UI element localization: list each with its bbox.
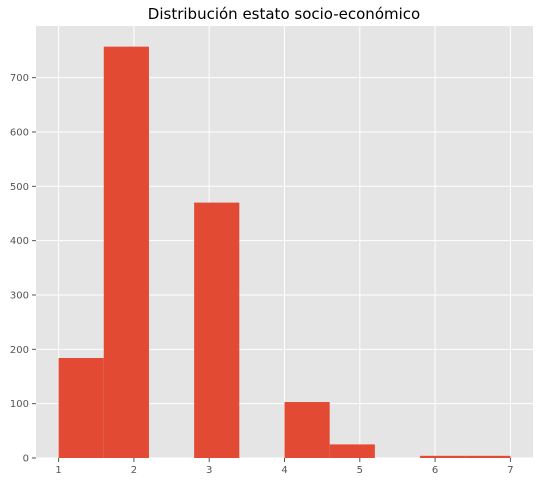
y-axis-ticks: 0 100 200 300 400 500 600 700 — [10, 73, 36, 465]
chart-title: Distribución estato socio-económico — [148, 5, 420, 23]
y-tick-label: 200 — [10, 345, 29, 356]
y-tick-label: 0 — [23, 454, 29, 465]
x-tick-label: 7 — [507, 465, 513, 476]
histogram-bar — [465, 455, 511, 458]
histogram-bar — [420, 455, 466, 458]
x-tick-label: 6 — [432, 465, 438, 476]
y-tick-label: 700 — [10, 73, 29, 84]
x-tick-label: 4 — [281, 465, 287, 476]
y-tick-label: 600 — [10, 127, 29, 138]
y-tick-label: 400 — [10, 236, 29, 247]
histogram-bar — [194, 202, 240, 458]
x-tick-label: 2 — [131, 465, 137, 476]
histogram-bar — [284, 402, 330, 458]
histogram-bar — [329, 444, 375, 458]
x-tick-label: 1 — [55, 465, 61, 476]
x-axis-ticks: 1 2 3 4 5 6 7 — [55, 458, 514, 476]
y-tick-label: 100 — [10, 399, 29, 410]
y-tick-label: 300 — [10, 290, 29, 301]
y-tick-label: 500 — [10, 182, 29, 193]
bars — [58, 46, 511, 459]
x-tick-label: 5 — [357, 465, 363, 476]
histogram-bar — [103, 46, 149, 459]
histogram-bar — [58, 358, 104, 458]
x-tick-label: 3 — [206, 465, 212, 476]
